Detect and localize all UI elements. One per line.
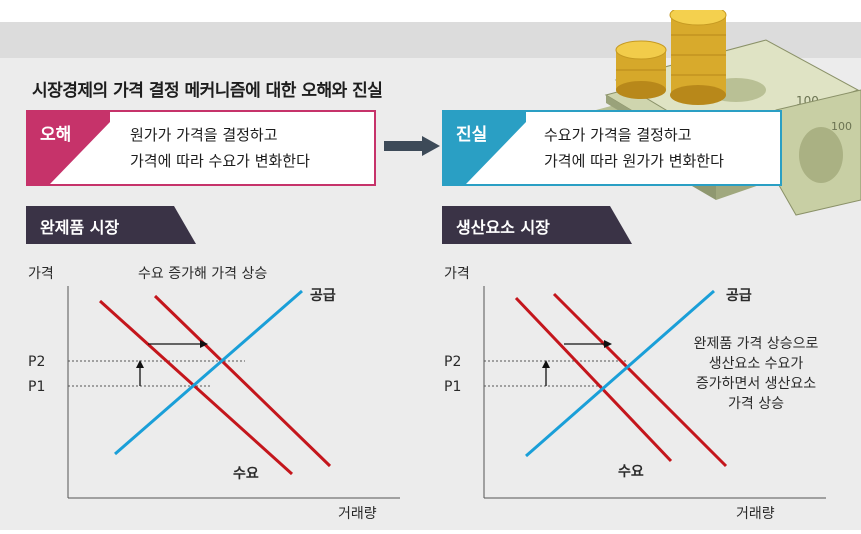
- truth-tag-label: 진실: [456, 125, 488, 145]
- left-p2-label: P2: [28, 354, 45, 370]
- left-y-axis-label: 가격: [28, 266, 54, 282]
- right-p1-label: P1: [444, 379, 461, 395]
- right-section-header: 생산요소 시장: [442, 206, 632, 244]
- right-demand-line-shifted: [552, 292, 728, 468]
- right-demand-label: 수요: [618, 464, 644, 480]
- left-demand-line-shifted: [153, 294, 332, 468]
- myth-tag: 오해: [28, 112, 110, 184]
- left-demand-line-original: [98, 299, 294, 476]
- truth-tag: 진실: [444, 112, 526, 184]
- right-annotation-line-1: 완제품 가격 상승으로: [694, 336, 819, 352]
- left-supply-label: 공급: [310, 288, 336, 304]
- right-supply-line: [525, 289, 715, 458]
- right-p2-label: P2: [444, 354, 461, 370]
- right-x-axis-label: 거래량: [736, 506, 775, 522]
- myth-tag-label: 오해: [40, 125, 72, 145]
- page-title: 시장경제의 가격 결정 메커니즘에 대한 오해와 진실: [32, 81, 383, 101]
- left-section-header: 완제품 시장: [26, 206, 196, 244]
- left-chart: 가격 수요 증가해 가격 상승 거래량 P2 P1 공급 수요: [20, 256, 420, 534]
- left-x-axis-label: 거래량: [338, 506, 377, 522]
- myth-text: 원가가 가격을 결정하고 가격에 따라 수요가 변화한다: [130, 122, 310, 174]
- right-demand-line-original: [514, 296, 673, 463]
- left-p1-label: P1: [28, 379, 45, 395]
- right-supply-label: 공급: [726, 288, 752, 304]
- right-shift-arrow-icon: [564, 340, 612, 348]
- coin-stack-icon: [615, 4, 727, 105]
- myth-box: 오해 원가가 가격을 결정하고 가격에 따라 수요가 변화한다: [26, 110, 376, 186]
- truth-line-2: 가격에 따라 원가가 변화한다: [544, 152, 724, 170]
- left-shift-arrow-icon: [148, 340, 208, 348]
- truth-text: 수요가 가격을 결정하고 가격에 따라 원가가 변화한다: [544, 122, 724, 174]
- right-annotation: 완제품 가격 상승으로 생산요소 수요가 증가하면서 생산요소 가격 상승: [694, 336, 819, 412]
- truth-line-1: 수요가 가격을 결정하고: [544, 126, 692, 144]
- right-chart: 가격 거래량 P2 P1 공급 수요 완제품 가격 상승으로 생산요소 수요가 …: [436, 256, 846, 534]
- right-annotation-line-3: 증가하면서 생산요소: [696, 376, 816, 392]
- left-demand-label: 수요: [233, 466, 259, 482]
- right-y-axis-label: 가격: [444, 266, 470, 282]
- arrow-right-icon: [384, 136, 440, 160]
- left-price-up-arrow-icon: [136, 360, 144, 386]
- right-price-up-arrow-icon: [542, 360, 550, 386]
- left-supply-line: [114, 289, 303, 456]
- left-annotation: 수요 증가해 가격 상승: [138, 266, 267, 282]
- left-section-label: 완제품 시장: [40, 218, 120, 237]
- truth-box: 진실 수요가 가격을 결정하고 가격에 따라 원가가 변화한다: [442, 110, 782, 186]
- right-annotation-line-2: 생산요소 수요가: [709, 356, 804, 372]
- myth-line-1: 원가가 가격을 결정하고: [130, 126, 278, 144]
- right-section-label: 생산요소 시장: [456, 218, 550, 237]
- myth-line-2: 가격에 따라 수요가 변화한다: [130, 152, 310, 170]
- right-annotation-line-4: 가격 상승: [728, 396, 784, 412]
- svg-text:100: 100: [831, 120, 852, 133]
